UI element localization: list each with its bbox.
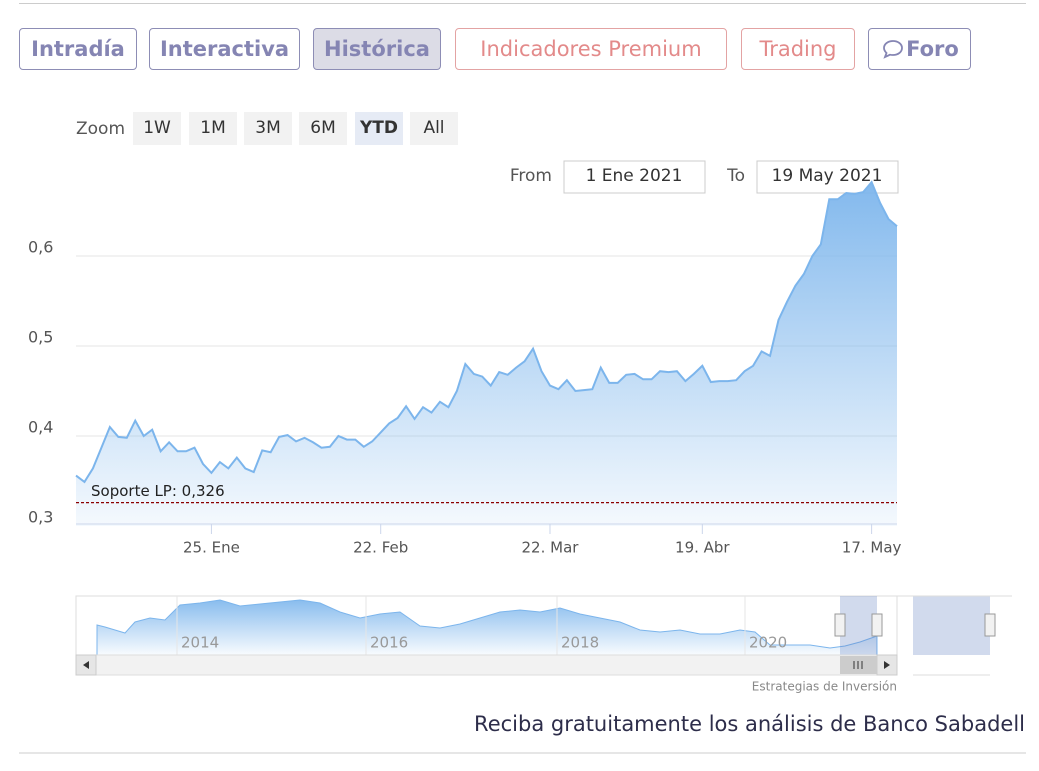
grip-icon	[853, 661, 863, 669]
tab[interactable]: Indicadores Premium	[455, 28, 727, 70]
zoom-button[interactable]	[410, 112, 458, 145]
from-label: From	[510, 166, 552, 186]
navigator-label: 2014	[181, 634, 219, 652]
navigator-selection[interactable]	[840, 596, 877, 655]
zoom-button-label: 6M	[310, 118, 335, 138]
x-tick-label: 22. Mar	[522, 539, 580, 557]
zoom-button[interactable]	[299, 112, 347, 145]
zoom-label: Zoom	[76, 119, 125, 139]
y-tick-label: 0,3	[28, 508, 53, 527]
y-tick-label: 0,4	[28, 418, 53, 437]
scrollbar-track[interactable]	[75, 654, 898, 676]
navigator-label: 2018	[561, 634, 599, 652]
tab[interactable]: Interactiva	[149, 28, 300, 70]
credit: Estrategias de Inversión	[752, 680, 897, 694]
y-tick-label: 0,5	[28, 328, 53, 347]
navigator-frame	[75, 595, 898, 656]
zoom-button-label: All	[423, 118, 444, 138]
area-fill	[76, 182, 897, 526]
x-tick-label: 17. May	[842, 539, 902, 557]
navigator-ghost	[913, 596, 990, 655]
navigator-handle[interactable]	[834, 613, 846, 637]
to-label: To	[726, 166, 745, 186]
chat-icon	[883, 40, 904, 59]
x-tick-label: 22. Feb	[353, 539, 408, 557]
navigator-series	[96, 599, 878, 656]
tab-label: Trading	[759, 37, 837, 61]
x-tick-label: 25. Ene	[183, 539, 240, 557]
arrow-icon	[83, 661, 89, 669]
top-rule	[19, 3, 1026, 4]
x-tick-label: 19. Abr	[675, 539, 730, 557]
tab-label: Interactiva	[159, 37, 290, 61]
zoom-button-label: 3M	[255, 118, 280, 138]
navigator-label: 2020	[749, 634, 787, 652]
zoom-button-label: YTD	[359, 118, 398, 138]
tab[interactable]: Foro	[868, 28, 971, 70]
arrow-icon	[884, 661, 890, 669]
to-value: 19 May 2021	[772, 166, 883, 186]
tab[interactable]: Histórica	[313, 28, 441, 70]
scrollbar-thumb[interactable]	[840, 656, 877, 674]
tab-label: Histórica	[324, 37, 430, 61]
zoom-button-label: 1M	[200, 118, 225, 138]
tab-label: Foro	[906, 37, 959, 61]
y-tick-label: 0,6	[28, 238, 53, 257]
navigator-handle	[984, 613, 996, 637]
footer-text: Reciba gratuitamente los análisis de Ban…	[474, 712, 1025, 736]
zoom-button[interactable]	[189, 112, 237, 145]
zoom-button[interactable]	[244, 112, 292, 145]
tab[interactable]: Trading	[741, 28, 855, 70]
tab[interactable]: Intradía	[19, 28, 137, 70]
navigator-handle[interactable]	[871, 613, 883, 637]
tab-label: Indicadores Premium	[480, 37, 702, 61]
zoom-button[interactable]	[355, 112, 403, 145]
scroll-right[interactable]	[876, 654, 898, 676]
from-value: 1 Ene 2021	[586, 166, 683, 186]
to-input[interactable]	[756, 160, 899, 194]
zoom-button[interactable]	[133, 112, 181, 145]
zoom-button-label: 1W	[143, 118, 171, 138]
scroll-left[interactable]	[75, 654, 97, 676]
navigator-label: 2016	[370, 634, 408, 652]
support-label: Soporte LP: 0,326	[91, 482, 225, 500]
line	[75, 180, 898, 484]
from-input[interactable]	[563, 160, 706, 194]
tab-label: Intradía	[31, 37, 125, 61]
